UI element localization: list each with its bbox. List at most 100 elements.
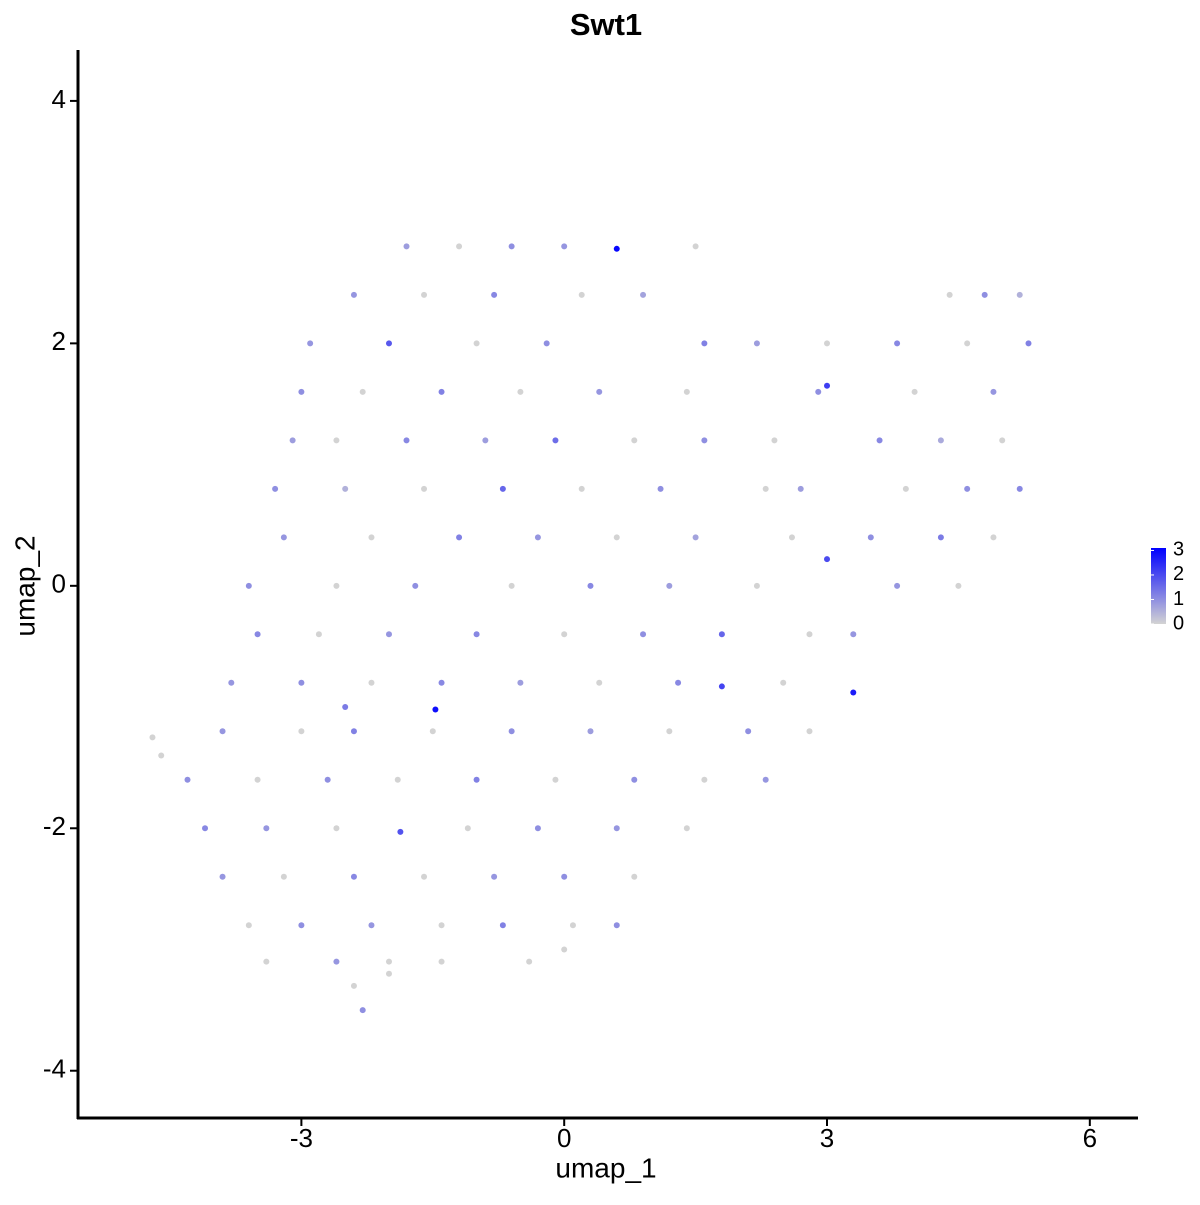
- point: [298, 728, 305, 735]
- point: [517, 388, 524, 395]
- point: [613, 245, 620, 252]
- point: [482, 437, 489, 444]
- point: [499, 922, 506, 929]
- point: [876, 437, 883, 444]
- point: [438, 958, 445, 965]
- point: [788, 534, 795, 541]
- point: [824, 556, 831, 563]
- point: [263, 958, 270, 965]
- point: [613, 534, 620, 541]
- point: [333, 437, 340, 444]
- point: [499, 485, 506, 492]
- point: [432, 706, 439, 713]
- point: [701, 776, 708, 783]
- point: [202, 825, 209, 832]
- point: [824, 340, 831, 347]
- x-axis-label: umap_1: [555, 1152, 656, 1183]
- point: [569, 922, 576, 929]
- y-tick-label: -2: [43, 811, 66, 841]
- point: [456, 534, 463, 541]
- y-axis-label: umap_2: [9, 535, 40, 636]
- point: [596, 388, 603, 395]
- point: [850, 631, 857, 638]
- x-tick-label: 6: [1083, 1123, 1097, 1153]
- point: [412, 582, 419, 589]
- point: [289, 437, 296, 444]
- point: [342, 485, 349, 492]
- point: [149, 734, 156, 741]
- point: [307, 340, 314, 347]
- point: [254, 631, 261, 638]
- point: [561, 873, 568, 880]
- point: [298, 679, 305, 686]
- point: [701, 437, 708, 444]
- point: [272, 485, 279, 492]
- point: [964, 340, 971, 347]
- point: [315, 631, 322, 638]
- colorbar-tick-label: 1: [1173, 588, 1184, 610]
- x-tick-label: 0: [557, 1123, 571, 1153]
- point: [350, 728, 357, 735]
- point: [324, 776, 331, 783]
- point: [1016, 485, 1023, 492]
- point: [473, 340, 480, 347]
- point: [640, 291, 647, 298]
- colorbar-tick-label: 0: [1173, 612, 1184, 634]
- point: [464, 825, 471, 832]
- point: [1025, 340, 1032, 347]
- point: [421, 291, 428, 298]
- point: [937, 534, 944, 541]
- point: [473, 631, 480, 638]
- point: [596, 679, 603, 686]
- point: [981, 291, 988, 298]
- point: [473, 776, 480, 783]
- point: [613, 825, 620, 832]
- point: [902, 485, 909, 492]
- point: [456, 243, 463, 250]
- point: [438, 388, 445, 395]
- point: [534, 825, 541, 832]
- point: [657, 485, 664, 492]
- point: [578, 485, 585, 492]
- point: [771, 437, 778, 444]
- point: [508, 728, 515, 735]
- point: [718, 631, 725, 638]
- point: [158, 752, 165, 759]
- point: [397, 828, 404, 835]
- point: [631, 437, 638, 444]
- point: [333, 582, 340, 589]
- point: [350, 291, 357, 298]
- point: [666, 582, 673, 589]
- point: [359, 1007, 366, 1014]
- point: [797, 485, 804, 492]
- point: [421, 485, 428, 492]
- point: [438, 922, 445, 929]
- x-tick-label: -3: [290, 1123, 313, 1153]
- point: [850, 689, 857, 696]
- point: [219, 728, 226, 735]
- point: [368, 679, 375, 686]
- point: [815, 388, 822, 395]
- point: [263, 825, 270, 832]
- point: [675, 679, 682, 686]
- point: [692, 534, 699, 541]
- point: [780, 679, 787, 686]
- point: [385, 970, 392, 977]
- point: [894, 340, 901, 347]
- point: [368, 922, 375, 929]
- point: [350, 873, 357, 880]
- point: [561, 631, 568, 638]
- point: [701, 340, 708, 347]
- point: [385, 958, 392, 965]
- point: [990, 534, 997, 541]
- point: [508, 582, 515, 589]
- point: [587, 728, 594, 735]
- point: [245, 582, 252, 589]
- point: [631, 776, 638, 783]
- point: [245, 922, 252, 929]
- colorbar-tick-label: 3: [1173, 539, 1184, 561]
- point: [421, 873, 428, 880]
- point: [640, 631, 647, 638]
- point: [806, 631, 813, 638]
